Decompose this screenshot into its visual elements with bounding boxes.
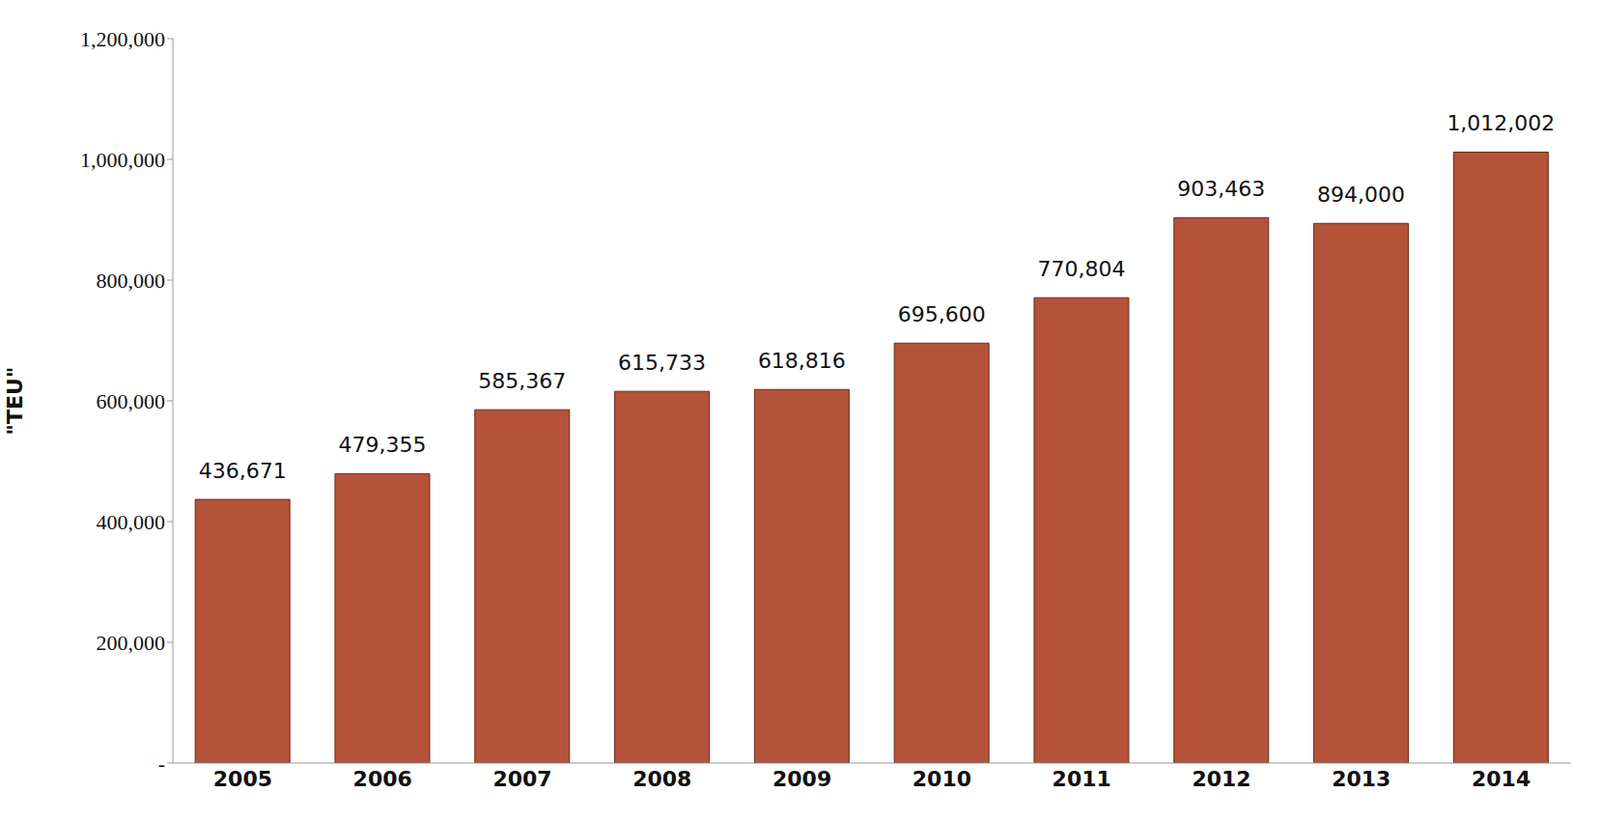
svg-text:800,000: 800,000 xyxy=(96,268,167,293)
svg-text:2008: 2008 xyxy=(632,766,692,791)
svg-text:2011: 2011 xyxy=(1052,766,1112,791)
svg-text:894,000: 894,000 xyxy=(1317,182,1405,207)
svg-text:2014: 2014 xyxy=(1471,766,1531,791)
svg-text:1,000,000: 1,000,000 xyxy=(80,147,166,172)
svg-text:1,200,000: 1,200,000 xyxy=(80,27,166,52)
svg-text:-: - xyxy=(158,751,166,776)
svg-text:585,367: 585,367 xyxy=(477,368,566,393)
svg-text:903,463: 903,463 xyxy=(1177,176,1265,201)
svg-text:2013: 2013 xyxy=(1331,766,1391,791)
svg-text:200,000: 200,000 xyxy=(96,630,167,655)
svg-text:400,000: 400,000 xyxy=(96,509,167,534)
svg-text:695,600: 695,600 xyxy=(898,302,986,327)
svg-text:770,804: 770,804 xyxy=(1037,256,1125,281)
svg-text:618,816: 618,816 xyxy=(757,348,846,373)
svg-text:600,000: 600,000 xyxy=(96,389,167,414)
svg-text:615,733: 615,733 xyxy=(617,350,706,375)
svg-text:479,355: 479,355 xyxy=(337,432,426,457)
svg-text:2012: 2012 xyxy=(1191,766,1251,791)
svg-text:2007: 2007 xyxy=(492,766,552,791)
svg-text:1,012,002: 1,012,002 xyxy=(1446,111,1555,136)
svg-text:2009: 2009 xyxy=(772,766,832,791)
svg-text:2005: 2005 xyxy=(213,766,273,791)
svg-text:2010: 2010 xyxy=(912,766,972,791)
svg-text:"TEU": "TEU" xyxy=(2,366,28,436)
svg-text:2006: 2006 xyxy=(353,766,413,791)
svg-text:436,671: 436,671 xyxy=(198,458,287,483)
